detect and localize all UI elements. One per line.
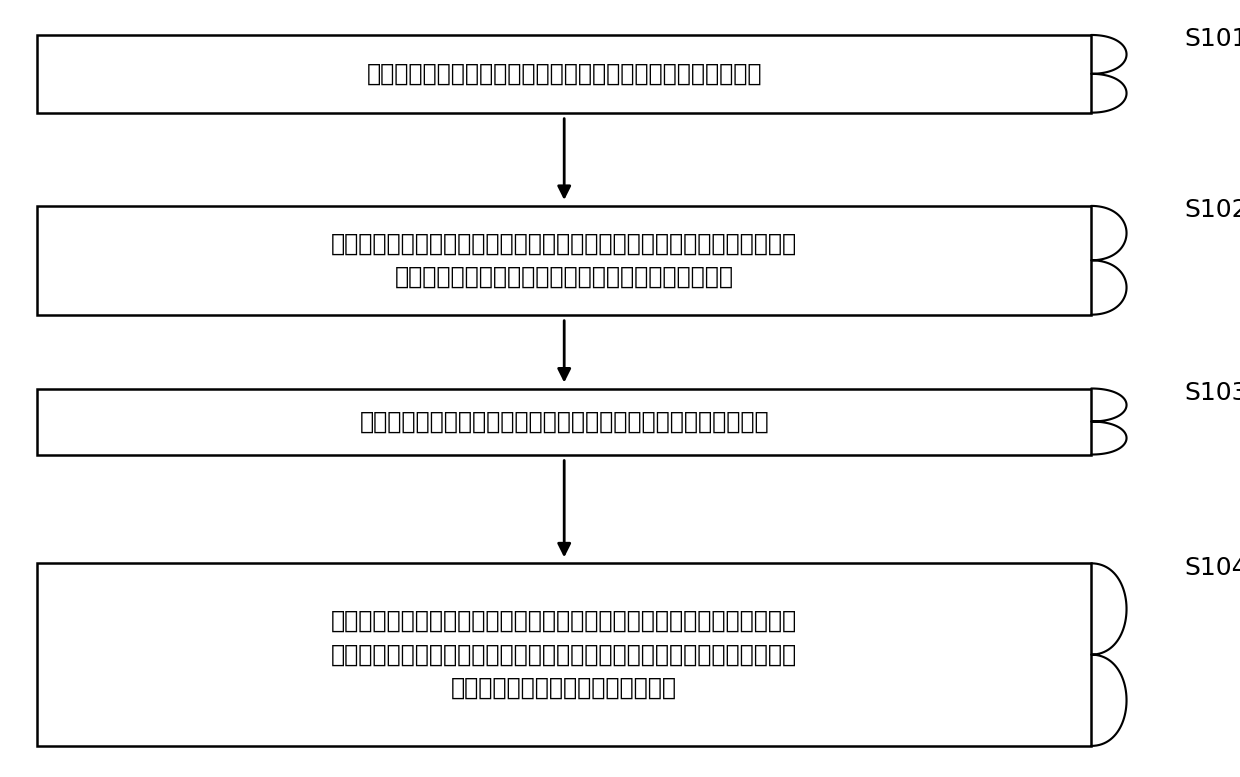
Text: S104: S104 [1184,556,1240,580]
Text: 同一空间内的各功能装置分别通过第一通信连接与第一中继装置进行数据传
输，以实现同一空间内的各功能装置之间进行数据传输: 同一空间内的各功能装置分别通过第一通信连接与第一中继装置进行数据传 输，以实现同… [331,232,797,289]
Text: S102: S102 [1184,198,1240,222]
Bar [37,388,1091,455]
Text: S103: S103 [1184,381,1240,405]
Bar [37,206,1091,315]
Bar [37,563,1091,746]
Bar [37,35,1091,113]
Text: 不同空间内的第一中继装置分别通过第二通信连接与第二中继装置进行数据
传输，以实现不同空间内的第一中继装置之间进行数据传输，从而实现不同
空间内的功能装置之间进行: 不同空间内的第一中继装置分别通过第二通信连接与第二中继装置进行数据 传输，以实现… [331,609,797,700]
Text: 不同空间内的第一中继装置分别与第二中继装置建立第二通信连接: 不同空间内的第一中继装置分别与第二中继装置建立第二通信连接 [360,409,769,434]
Text: S101: S101 [1184,27,1240,51]
Text: 同一空间内的各功能装置分别与第一中继装置建立第一通信连接: 同一空间内的各功能装置分别与第一中继装置建立第一通信连接 [367,62,761,85]
